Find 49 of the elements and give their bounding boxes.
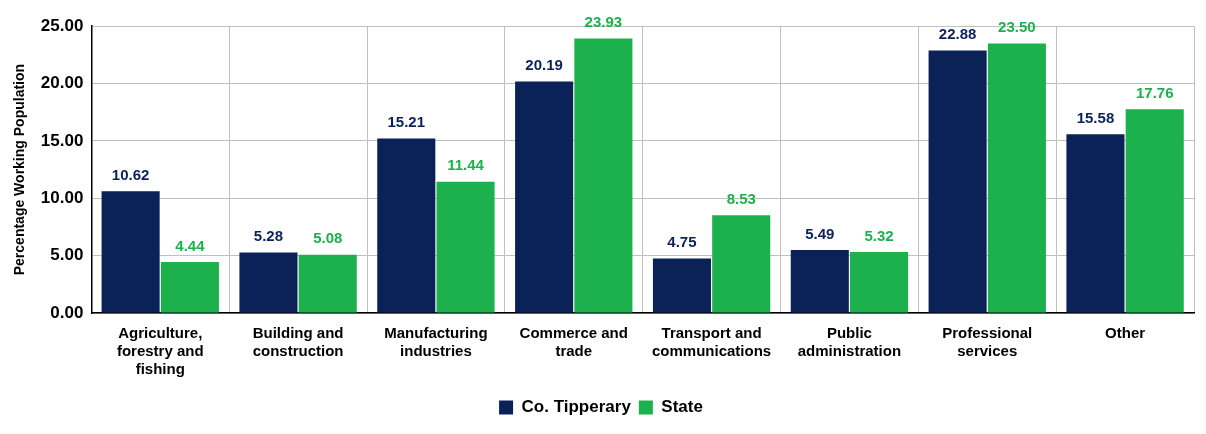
bar <box>1125 109 1184 313</box>
bar <box>652 258 711 313</box>
y-tick-label: 25.00 <box>40 15 84 35</box>
y-tick-label: 20.00 <box>40 73 84 93</box>
x-tick-label: Manufacturing industries <box>384 324 488 360</box>
data-label: 23.93 <box>584 13 623 31</box>
bar <box>436 181 495 313</box>
data-label: 15.58 <box>1076 108 1115 126</box>
data-label: 5.28 <box>253 227 284 245</box>
y-tick-label: 15.00 <box>40 130 84 150</box>
x-tick-label: Professional services <box>942 324 1033 360</box>
x-tick-label: Transport and communications <box>651 324 772 360</box>
legend-label: Co. Tipperary <box>521 397 632 417</box>
data-label: 15.21 <box>387 113 426 131</box>
bar <box>239 252 298 313</box>
bar <box>1066 134 1125 313</box>
x-tick-label: Agriculture, forestry and fishing <box>116 324 204 378</box>
bar <box>515 81 574 313</box>
data-label: 10.62 <box>111 165 150 183</box>
bar <box>574 38 633 313</box>
data-label: 5.08 <box>313 229 343 247</box>
legend-label: State <box>661 397 703 417</box>
data-label: 4.44 <box>175 236 206 254</box>
data-label: 20.19 <box>525 56 563 74</box>
x-tick-label: Building and construction <box>252 324 344 360</box>
data-label: 11.44 <box>447 156 485 174</box>
bar <box>790 250 849 313</box>
x-tick-label: Public administration <box>797 324 902 360</box>
y-tick-label: 10.00 <box>40 187 84 207</box>
bar <box>160 262 219 313</box>
x-tick-label: Other <box>1105 324 1146 342</box>
bar <box>712 215 771 313</box>
bar <box>928 50 987 313</box>
x-tick-label: Commerce and trade <box>519 324 628 360</box>
data-label: 23.50 <box>998 18 1036 36</box>
y-tick-label: 0.00 <box>50 302 84 322</box>
data-label: 22.88 <box>938 25 977 43</box>
data-label: 8.53 <box>726 189 756 207</box>
bar <box>377 138 436 313</box>
data-label: 5.49 <box>805 224 835 242</box>
data-label: 17.76 <box>1135 83 1174 101</box>
data-label: 4.75 <box>667 233 697 251</box>
y-axis-title: Percentage Working Population <box>11 63 28 276</box>
bar <box>101 191 160 313</box>
bar <box>298 254 357 313</box>
bar <box>987 43 1046 313</box>
data-label: 5.32 <box>864 226 894 244</box>
bar <box>850 251 909 313</box>
y-tick-label: 5.00 <box>50 245 84 265</box>
